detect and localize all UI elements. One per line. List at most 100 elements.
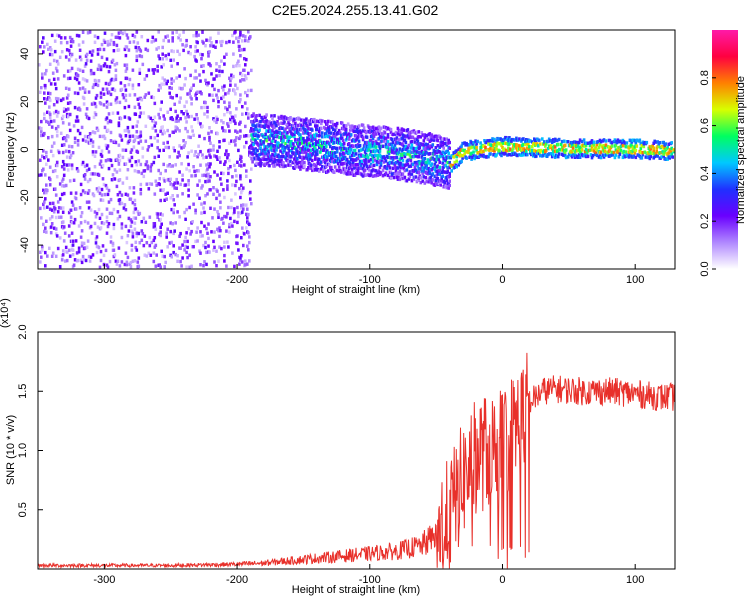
spectrogram-cell <box>44 173 47 177</box>
spectrogram-cell <box>48 246 51 250</box>
spectrogram-cell <box>220 119 223 123</box>
spectrogram-cell <box>188 91 191 96</box>
spectrogram-cell <box>227 91 230 95</box>
spectrogram-cell <box>433 183 437 187</box>
spectrogram-cell <box>135 130 139 134</box>
spectrogram-cell <box>153 155 157 160</box>
spectrogram-cell <box>67 144 71 149</box>
spectrogram-cell <box>170 207 173 212</box>
colorbar: 0.00.20.40.60.8 Normalized spectral ampl… <box>699 30 747 277</box>
spectrogram-cell <box>48 165 52 169</box>
spectrogram-cell <box>176 181 179 185</box>
spectrogram-cell <box>564 155 568 160</box>
spectrogram-cell <box>495 139 498 143</box>
spectrogram-cell <box>246 262 249 266</box>
spectrogram-cell <box>422 160 426 164</box>
spectrogram-cell <box>314 157 317 161</box>
spectrogram-cell <box>52 226 56 230</box>
spectrogram-cell <box>241 39 244 43</box>
spectrogram-cell <box>128 77 132 82</box>
spectrogram-cell <box>185 100 188 104</box>
spectrogram-cell <box>403 138 407 142</box>
spectrogram-cell <box>373 153 377 157</box>
spectrogram-cell <box>508 142 511 146</box>
spectrogram-cell <box>239 33 242 37</box>
spectrogram-cell <box>310 165 313 170</box>
spectrogram-cell <box>157 112 160 117</box>
spectrogram-cell <box>369 158 373 162</box>
spectrogram-cell <box>198 134 201 138</box>
spectrogram-cell <box>94 96 98 100</box>
spectrogram-cell <box>174 109 177 114</box>
spectrogram-cell <box>624 145 628 149</box>
spectrogram-cell <box>66 69 70 73</box>
spectrogram-cell <box>157 168 160 173</box>
spectrogram-cell <box>401 147 405 152</box>
spectrogram-cell <box>43 200 46 204</box>
spectrogram-cell <box>93 40 97 44</box>
spectrogram-cell <box>38 126 41 130</box>
spectrogram-cell <box>550 140 554 144</box>
spectrogram-cell <box>507 139 510 143</box>
spectrogram-cell <box>158 182 161 187</box>
spectrogram-cell <box>45 183 48 187</box>
spectrogram-cell <box>417 135 421 139</box>
spectrogram-cell <box>152 160 156 165</box>
spectrogram-cell <box>493 149 496 153</box>
spectrogram-cell <box>446 160 449 165</box>
spectrogram-cell <box>282 154 285 159</box>
spectrogram-cell <box>280 143 283 147</box>
spectrogram-cell <box>309 157 312 161</box>
spectrogram-cell <box>148 215 152 219</box>
spectrogram-cell <box>60 192 64 197</box>
spectrogram-cell <box>135 124 139 128</box>
spectrogram-cell <box>498 149 501 153</box>
spectrogram-cell <box>648 145 652 149</box>
spectrogram-cell <box>47 158 50 162</box>
spectrogram-cell <box>433 162 437 167</box>
spectrogram-cell <box>420 169 424 174</box>
spectrogram-cell <box>49 149 53 153</box>
spectrogram-cell <box>209 175 212 179</box>
spectrogram-cell <box>117 48 121 52</box>
spectrogram-cell <box>443 137 446 141</box>
spectrogram-cell <box>625 141 629 145</box>
spectrogram-cell <box>136 150 140 154</box>
spectrogram-cell <box>208 93 211 97</box>
spectrogram-cell <box>274 122 277 126</box>
spectrogram-cell <box>292 142 295 146</box>
spectrogram-cell <box>160 222 163 226</box>
spectrogram-cell <box>240 164 243 168</box>
spectrogram-cell <box>415 150 419 154</box>
spectrogram-cell <box>197 33 200 37</box>
spectrogram-cell <box>60 116 64 121</box>
spectrogram-cell <box>168 86 171 90</box>
spectrogram-cell <box>199 230 202 234</box>
spectrogram-cell <box>70 200 74 204</box>
spectrogram-cell <box>43 229 46 234</box>
spectrogram-cell <box>160 82 163 86</box>
spectrogram-cell <box>91 144 95 148</box>
spectrogram-cell <box>53 49 57 54</box>
spectrogram-cell <box>94 237 98 241</box>
spectrogram-cell <box>194 173 197 178</box>
spectrogram-cell <box>357 139 361 143</box>
spectrogram-cell <box>597 155 601 159</box>
spectrogram-cell <box>208 50 211 54</box>
spectrogram-cell <box>242 207 245 211</box>
spectrogram-cell <box>433 158 437 162</box>
spectrogram-cell <box>417 178 421 182</box>
spectrogram-cell <box>415 130 419 134</box>
spectrogram-cell <box>392 175 396 180</box>
spectrogram-cell <box>384 142 388 147</box>
spectrogram-cell <box>105 57 109 61</box>
spectrogram-cell <box>107 188 111 193</box>
spectrogram-cell <box>224 92 227 96</box>
spectrogram-cell <box>61 114 65 119</box>
spectrogram-cell <box>163 179 166 183</box>
spectrogram-cell <box>287 152 290 156</box>
spectrogram-cell <box>297 123 300 128</box>
spectrogram-cells <box>38 30 675 269</box>
spectrogram-cell <box>286 135 289 139</box>
